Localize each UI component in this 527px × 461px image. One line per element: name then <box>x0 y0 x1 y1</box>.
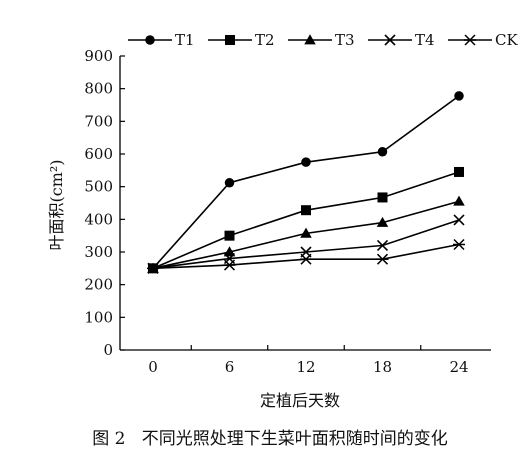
marker-x <box>376 239 389 252</box>
x-tick-label: 24 <box>449 358 468 376</box>
y-tick-label: 0 <box>103 341 113 359</box>
y-tick-label: 400 <box>84 210 113 228</box>
series-layer <box>147 91 465 274</box>
legend-item-t3: T3 <box>288 31 355 49</box>
marker-triangle <box>300 227 312 238</box>
x-tick-label: 12 <box>296 358 315 376</box>
marker-asterisk <box>453 238 465 251</box>
legend-item-ck: CK <box>448 31 518 49</box>
marker-circle <box>377 146 388 157</box>
marker-x <box>384 34 396 46</box>
marker-circle <box>145 35 155 45</box>
marker-asterisk <box>376 253 389 265</box>
marker-asterisk <box>300 253 312 265</box>
series-ck <box>147 238 465 274</box>
marker-asterisk <box>147 262 159 274</box>
y-tick-label: 600 <box>84 145 113 163</box>
marker-circle <box>301 157 311 167</box>
y-tick-label: 700 <box>84 112 113 130</box>
marker-triangle <box>223 246 236 257</box>
marker-asterisk <box>464 34 476 46</box>
y-tick-label: 500 <box>84 178 113 196</box>
marker-square <box>225 35 235 45</box>
legend-label: T2 <box>255 31 275 49</box>
marker-asterisk <box>223 259 236 271</box>
marker-square <box>224 230 235 241</box>
marker-square <box>301 205 311 216</box>
series-line <box>152 219 460 270</box>
y-tick-label: 900 <box>84 47 113 65</box>
legend-label: T4 <box>415 31 435 49</box>
legend-item-t4: T4 <box>368 31 435 49</box>
series-t1 <box>148 91 464 274</box>
marker-triangle <box>453 195 465 206</box>
y-tick-label: 800 <box>84 80 113 98</box>
x-tick-label: 6 <box>225 358 235 376</box>
x-axis-title: 定植后天数 <box>260 391 340 410</box>
figure-caption: 图 2 不同光照处理下生菜叶面积随时间的变化 <box>92 429 447 449</box>
legend: T1 T2 T3 T4 CK <box>128 31 518 49</box>
y-axis-title: 叶面积(cm²) <box>47 159 66 250</box>
x-tick-label: 18 <box>373 358 392 376</box>
legend-label: CK <box>495 31 518 49</box>
marker-square <box>454 166 464 177</box>
y-tick-label: 200 <box>84 276 113 294</box>
axes: 0 100 200 300 400 500 600 700 800 900 0 6 12 18 24 <box>84 47 491 376</box>
marker-circle <box>224 177 235 188</box>
series-t4 <box>147 214 465 274</box>
marker-triangle <box>304 34 316 45</box>
marker-x <box>453 214 465 226</box>
y-tick-label: 300 <box>84 243 113 261</box>
series-line <box>152 95 460 269</box>
y-tick-label: 100 <box>84 308 113 326</box>
marker-circle <box>454 91 464 101</box>
x-tick-label: 0 <box>148 358 158 376</box>
legend-item-t1: T1 <box>128 31 195 49</box>
legend-label: T3 <box>335 31 355 49</box>
marker-triangle <box>376 216 389 227</box>
marker-square <box>377 192 388 203</box>
legend-label: T1 <box>175 31 195 49</box>
legend-item-t2: T2 <box>208 31 275 49</box>
